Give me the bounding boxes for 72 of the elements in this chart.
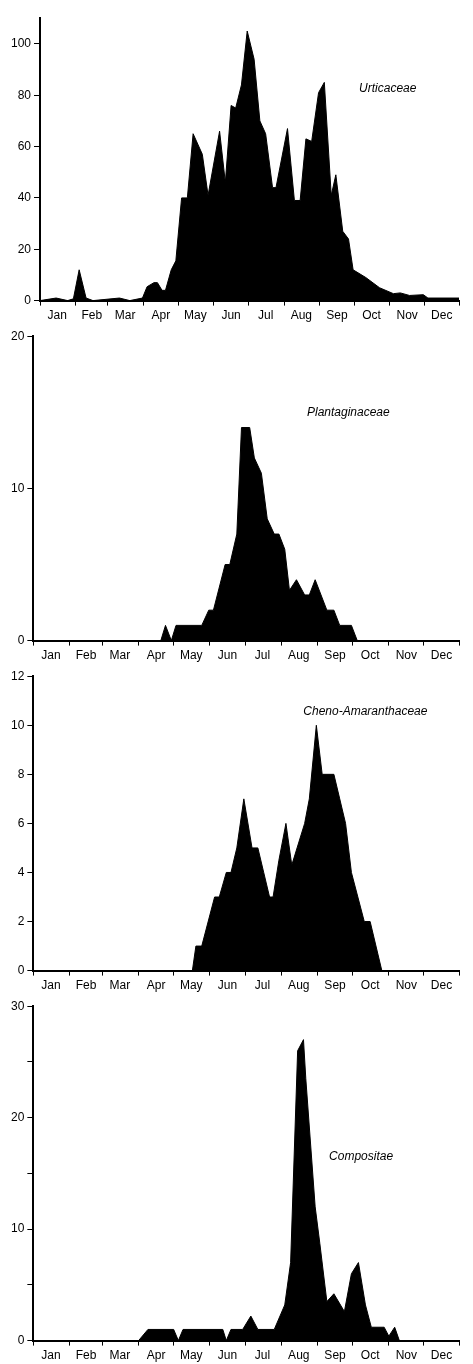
x-tick-label: Jul bbox=[257, 308, 274, 323]
x-tick-label: Jul bbox=[254, 648, 271, 663]
series-label: Cheno-Amaranthaceae bbox=[303, 703, 428, 718]
x-tick-label: Jan bbox=[47, 308, 67, 323]
x-tick-label: Oct bbox=[362, 308, 382, 323]
x-tick-label: Aug bbox=[290, 308, 312, 323]
x-tick-label: Aug bbox=[288, 978, 310, 993]
x-tick-label: Apr bbox=[146, 978, 166, 993]
y-tick-label: 10 bbox=[10, 480, 25, 495]
x-tick-label: Oct bbox=[360, 648, 381, 663]
y-tick-label: 40 bbox=[17, 190, 32, 205]
x-tick-label: Mar bbox=[109, 978, 131, 993]
x-tick-label: Jun bbox=[221, 308, 241, 323]
x-tick-label: Jul bbox=[254, 1348, 271, 1363]
x-tick-label: Apr bbox=[151, 308, 171, 323]
y-tick-label: 0 bbox=[17, 632, 25, 647]
series-label: Compositae bbox=[329, 1149, 394, 1164]
x-tick-label: Nov bbox=[395, 1348, 418, 1363]
y-tick-label: 4 bbox=[17, 864, 25, 879]
x-tick-label: Apr bbox=[146, 648, 166, 663]
x-tick-label: Dec bbox=[431, 308, 453, 323]
text: Plantaginaceae bbox=[306, 404, 391, 419]
x-tick-label: Mar bbox=[109, 648, 131, 663]
x-tick-label: Sep bbox=[324, 978, 347, 993]
x-tick-label: Feb bbox=[75, 1348, 97, 1363]
y-tick-label: 10 bbox=[10, 1221, 25, 1236]
x-tick-label: Oct bbox=[360, 978, 381, 993]
y-tick-label: 2 bbox=[17, 913, 25, 928]
x-tick-label: Jan bbox=[41, 648, 61, 663]
x-tick-label: May bbox=[179, 978, 203, 993]
y-tick-label: 60 bbox=[17, 138, 32, 153]
x-tick-label: May bbox=[179, 1348, 203, 1363]
x-tick-label: Aug bbox=[288, 648, 310, 663]
x-tick-label: Feb bbox=[75, 978, 97, 993]
y-tick-label: 20 bbox=[10, 1109, 25, 1124]
text: Urticaceae bbox=[359, 81, 417, 96]
x-tick-label: Oct bbox=[360, 1348, 381, 1363]
y-tick-label: 80 bbox=[17, 87, 32, 102]
x-tick-label: Apr bbox=[146, 1348, 166, 1363]
x-tick-label: Jan bbox=[41, 1348, 61, 1363]
y-tick-label: 20 bbox=[10, 328, 25, 343]
x-tick-label: Nov bbox=[395, 978, 418, 993]
y-tick-label: 12 bbox=[10, 668, 25, 683]
x-tick-label: Mar bbox=[114, 308, 136, 323]
x-tick-label: Jun bbox=[217, 648, 238, 663]
x-tick-label: May bbox=[184, 308, 207, 323]
x-tick-label: Sep bbox=[324, 1348, 347, 1363]
x-tick-label: Sep bbox=[324, 648, 347, 663]
x-tick-label: Aug bbox=[288, 1348, 310, 1363]
x-tick-label: Feb bbox=[75, 648, 97, 663]
y-tick-label: 0 bbox=[24, 292, 32, 307]
x-tick-label: May bbox=[179, 648, 203, 663]
y-tick-label: 6 bbox=[17, 815, 25, 830]
y-tick-label: 10 bbox=[10, 717, 25, 732]
x-tick-label: Nov bbox=[396, 308, 418, 323]
x-tick-label: Jun bbox=[217, 1348, 238, 1363]
x-tick-label: Jun bbox=[217, 978, 238, 993]
y-tick-label: 30 bbox=[10, 998, 25, 1013]
x-tick-label: Jan bbox=[41, 978, 61, 993]
x-tick-label: Jul bbox=[254, 978, 271, 993]
x-tick-label: Sep bbox=[326, 308, 348, 323]
x-tick-label: Nov bbox=[395, 648, 418, 663]
y-tick-label: 8 bbox=[17, 766, 25, 781]
y-tick-label: 100 bbox=[10, 36, 32, 51]
y-tick-label: 0 bbox=[17, 962, 25, 977]
x-tick-label: Dec bbox=[430, 978, 453, 993]
y-tick-label: 20 bbox=[17, 241, 32, 256]
x-tick-label: Feb bbox=[81, 308, 103, 323]
y-tick-label: 0 bbox=[17, 1332, 25, 1347]
x-tick-label: Mar bbox=[109, 1348, 131, 1363]
x-tick-label: Dec bbox=[430, 1348, 453, 1363]
x-tick-label: Dec bbox=[430, 648, 453, 663]
